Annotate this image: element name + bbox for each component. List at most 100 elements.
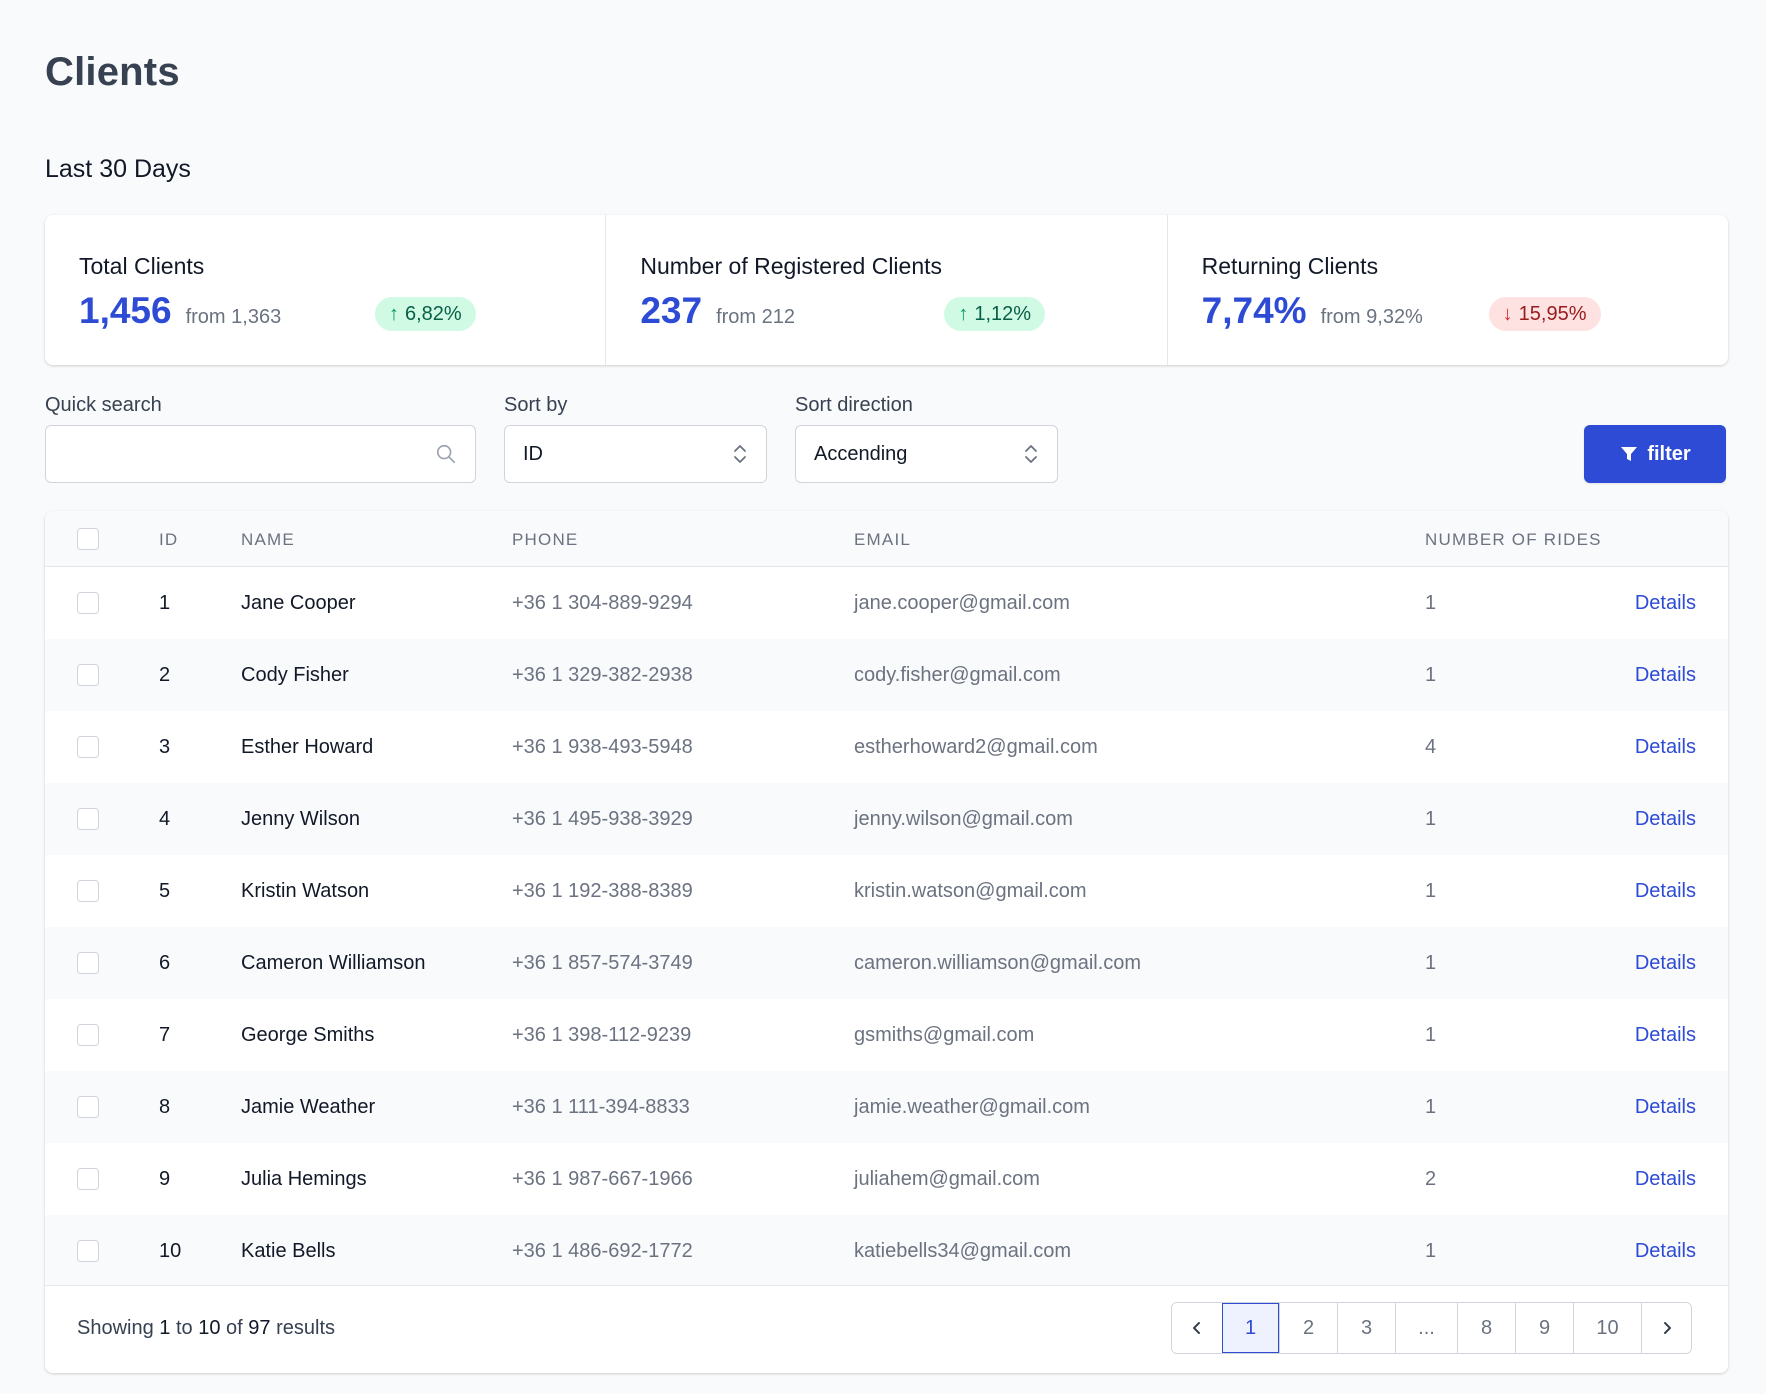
row-checkbox[interactable] bbox=[77, 1096, 99, 1118]
row-checkbox[interactable] bbox=[77, 880, 99, 902]
table-footer: Showing 1 to 10 of 97 results 1 2 3... 8 9 10 bbox=[45, 1285, 1728, 1373]
header-email[interactable]: EMAIL bbox=[854, 530, 912, 549]
row-checkbox[interactable] bbox=[77, 952, 99, 974]
table-row: 6 Cameron Williamson +36 1 857-574-3749 cam… bbox=[45, 927, 1728, 999]
sort-by-select[interactable]: ID bbox=[504, 425, 767, 483]
stat-change-badge: ↑ 6,82% bbox=[375, 297, 476, 331]
table-row: 8 Jamie Weather +36 1 111-394-8833 jamie.we… bbox=[45, 1071, 1728, 1143]
row-checkbox[interactable] bbox=[77, 1240, 99, 1262]
cell-email: cameron.williamson@gmail.com bbox=[854, 952, 1142, 974]
cell-name: Jane Cooper bbox=[241, 592, 356, 614]
sort-by-value: ID bbox=[523, 442, 543, 465]
cell-rides: 2 bbox=[1425, 1168, 1437, 1190]
cell-name: Katie Bells bbox=[241, 1240, 336, 1262]
cell-id: 4 bbox=[159, 808, 171, 830]
arrow-up-icon: ↑ bbox=[958, 302, 969, 325]
pagination-next[interactable] bbox=[1641, 1303, 1691, 1353]
details-link[interactable]: Details bbox=[1634, 1240, 1696, 1262]
pagination-page[interactable]: 3 bbox=[1337, 1303, 1395, 1353]
select-all-checkbox[interactable] bbox=[77, 528, 99, 550]
cell-name: Julia Hemings bbox=[241, 1168, 367, 1190]
cell-id: 5 bbox=[159, 880, 171, 902]
search-icon bbox=[436, 444, 456, 464]
header-id[interactable]: ID bbox=[159, 530, 179, 549]
stat-value: 237 bbox=[640, 290, 703, 331]
table-row: 10 Katie Bells +36 1 486-692-1772 katiebell… bbox=[45, 1215, 1728, 1287]
header-name[interactable]: NAME bbox=[241, 530, 295, 549]
cell-email: cody.fisher@gmail.com bbox=[854, 664, 1061, 686]
stat-change-badge: ↑ 1,12% bbox=[944, 297, 1046, 331]
cell-id: 9 bbox=[159, 1168, 171, 1190]
sort-direction-value: Accending bbox=[814, 442, 908, 465]
chevron-up-down-icon bbox=[734, 445, 746, 463]
details-link[interactable]: Details bbox=[1634, 1168, 1696, 1190]
cell-phone: +36 1 192-388-8389 bbox=[512, 880, 693, 902]
cell-rides: 1 bbox=[1425, 1024, 1437, 1046]
stat-change: 6,82% bbox=[405, 302, 462, 325]
details-link[interactable]: Details bbox=[1634, 1024, 1696, 1046]
cell-rides: 1 bbox=[1425, 664, 1437, 686]
pagination-ellipsis[interactable]: ... bbox=[1395, 1303, 1457, 1353]
pagination-page[interactable]: 2 bbox=[1279, 1303, 1337, 1353]
cell-phone: +36 1 329-382-2938 bbox=[512, 664, 693, 686]
stat-total-clients: Total Clients 1,456 from 1,363 ↑ 6,82% bbox=[45, 215, 605, 365]
cell-rides: 1 bbox=[1425, 1240, 1437, 1262]
details-link[interactable]: Details bbox=[1634, 736, 1696, 758]
cell-id: 6 bbox=[159, 952, 171, 974]
table-row: 2 Cody Fisher +36 1 329-382-2938 cody.fishe… bbox=[45, 639, 1728, 711]
search-input[interactable] bbox=[45, 425, 476, 483]
cell-email: jane.cooper@gmail.com bbox=[854, 592, 1070, 614]
pagination-page[interactable]: 10 bbox=[1573, 1303, 1641, 1353]
summary-to: 10 bbox=[198, 1317, 221, 1339]
cell-id: 8 bbox=[159, 1096, 171, 1118]
filter-label: filter bbox=[1647, 442, 1691, 465]
details-link[interactable]: Details bbox=[1634, 1096, 1696, 1118]
details-link[interactable]: Details bbox=[1634, 952, 1696, 974]
summary-to-word: to bbox=[175, 1317, 193, 1339]
table-row: 7 George Smiths +36 1 398-112-9239 gsmiths@… bbox=[45, 999, 1728, 1071]
stat-value: 7,74% bbox=[1201, 290, 1307, 331]
details-link[interactable]: Details bbox=[1634, 880, 1696, 902]
cell-id: 7 bbox=[159, 1024, 171, 1046]
row-checkbox[interactable] bbox=[77, 736, 99, 758]
cell-phone: +36 1 304-889-9294 bbox=[512, 592, 693, 614]
header-phone[interactable]: PHONE bbox=[512, 530, 579, 549]
row-checkbox[interactable] bbox=[77, 808, 99, 830]
header-rides[interactable]: NUMBER OF RIDES bbox=[1425, 530, 1602, 549]
cell-phone: +36 1 857-574-3749 bbox=[512, 952, 693, 974]
chevron-right-icon bbox=[1663, 1322, 1671, 1334]
filter-icon bbox=[1621, 447, 1638, 461]
cell-id: 3 bbox=[159, 736, 171, 758]
pagination-page[interactable]: 9 bbox=[1515, 1303, 1573, 1353]
cell-name: Jenny Wilson bbox=[241, 808, 360, 830]
details-link[interactable]: Details bbox=[1634, 664, 1696, 686]
stats-panel: Total Clients 1,456 from 1,363 ↑ 6,82% N… bbox=[45, 215, 1728, 365]
row-checkbox[interactable] bbox=[77, 1168, 99, 1190]
cell-rides: 1 bbox=[1425, 808, 1437, 830]
sort-direction-select[interactable]: Accending bbox=[795, 425, 1058, 483]
pagination-page[interactable]: 1 bbox=[1222, 1303, 1279, 1353]
table-row: 9 Julia Hemings +36 1 987-667-1966 juliahem… bbox=[45, 1143, 1728, 1215]
stat-registered-clients: Number of Registered Clients 237 from 21… bbox=[605, 215, 1166, 365]
stat-change: 1,12% bbox=[974, 302, 1032, 325]
table-header: ID NAME PHONE EMAIL NUMBER OF RIDES bbox=[45, 511, 1728, 567]
pagination-page[interactable]: 8 bbox=[1457, 1303, 1515, 1353]
pagination-prev[interactable] bbox=[1172, 1303, 1222, 1353]
clients-table: ID NAME PHONE EMAIL NUMBER OF RIDES 1 Jan… bbox=[45, 511, 1728, 1373]
summary-prefix: Showing bbox=[77, 1317, 154, 1339]
search-label: Quick search bbox=[45, 394, 162, 416]
row-checkbox[interactable] bbox=[77, 1024, 99, 1046]
cell-email: juliahem@gmail.com bbox=[854, 1168, 1040, 1190]
page-title: Clients bbox=[45, 50, 180, 94]
row-checkbox[interactable] bbox=[77, 592, 99, 614]
stat-returning-clients: Returning Clients 7,74% from 9,32% ↓ 15,… bbox=[1166, 215, 1728, 365]
filter-button[interactable]: filter bbox=[1584, 425, 1726, 483]
arrow-up-icon: ↑ bbox=[389, 302, 399, 325]
row-checkbox[interactable] bbox=[77, 664, 99, 686]
details-link[interactable]: Details bbox=[1634, 592, 1696, 614]
details-link[interactable]: Details bbox=[1634, 808, 1696, 830]
table-row: 3 Esther Howard +36 1 938-493-5948 estherho… bbox=[45, 711, 1728, 783]
cell-email: kristin.watson@gmail.com bbox=[854, 880, 1087, 902]
cell-phone: +36 1 486-692-1772 bbox=[512, 1240, 693, 1262]
cell-phone: +36 1 987-667-1966 bbox=[512, 1168, 693, 1190]
